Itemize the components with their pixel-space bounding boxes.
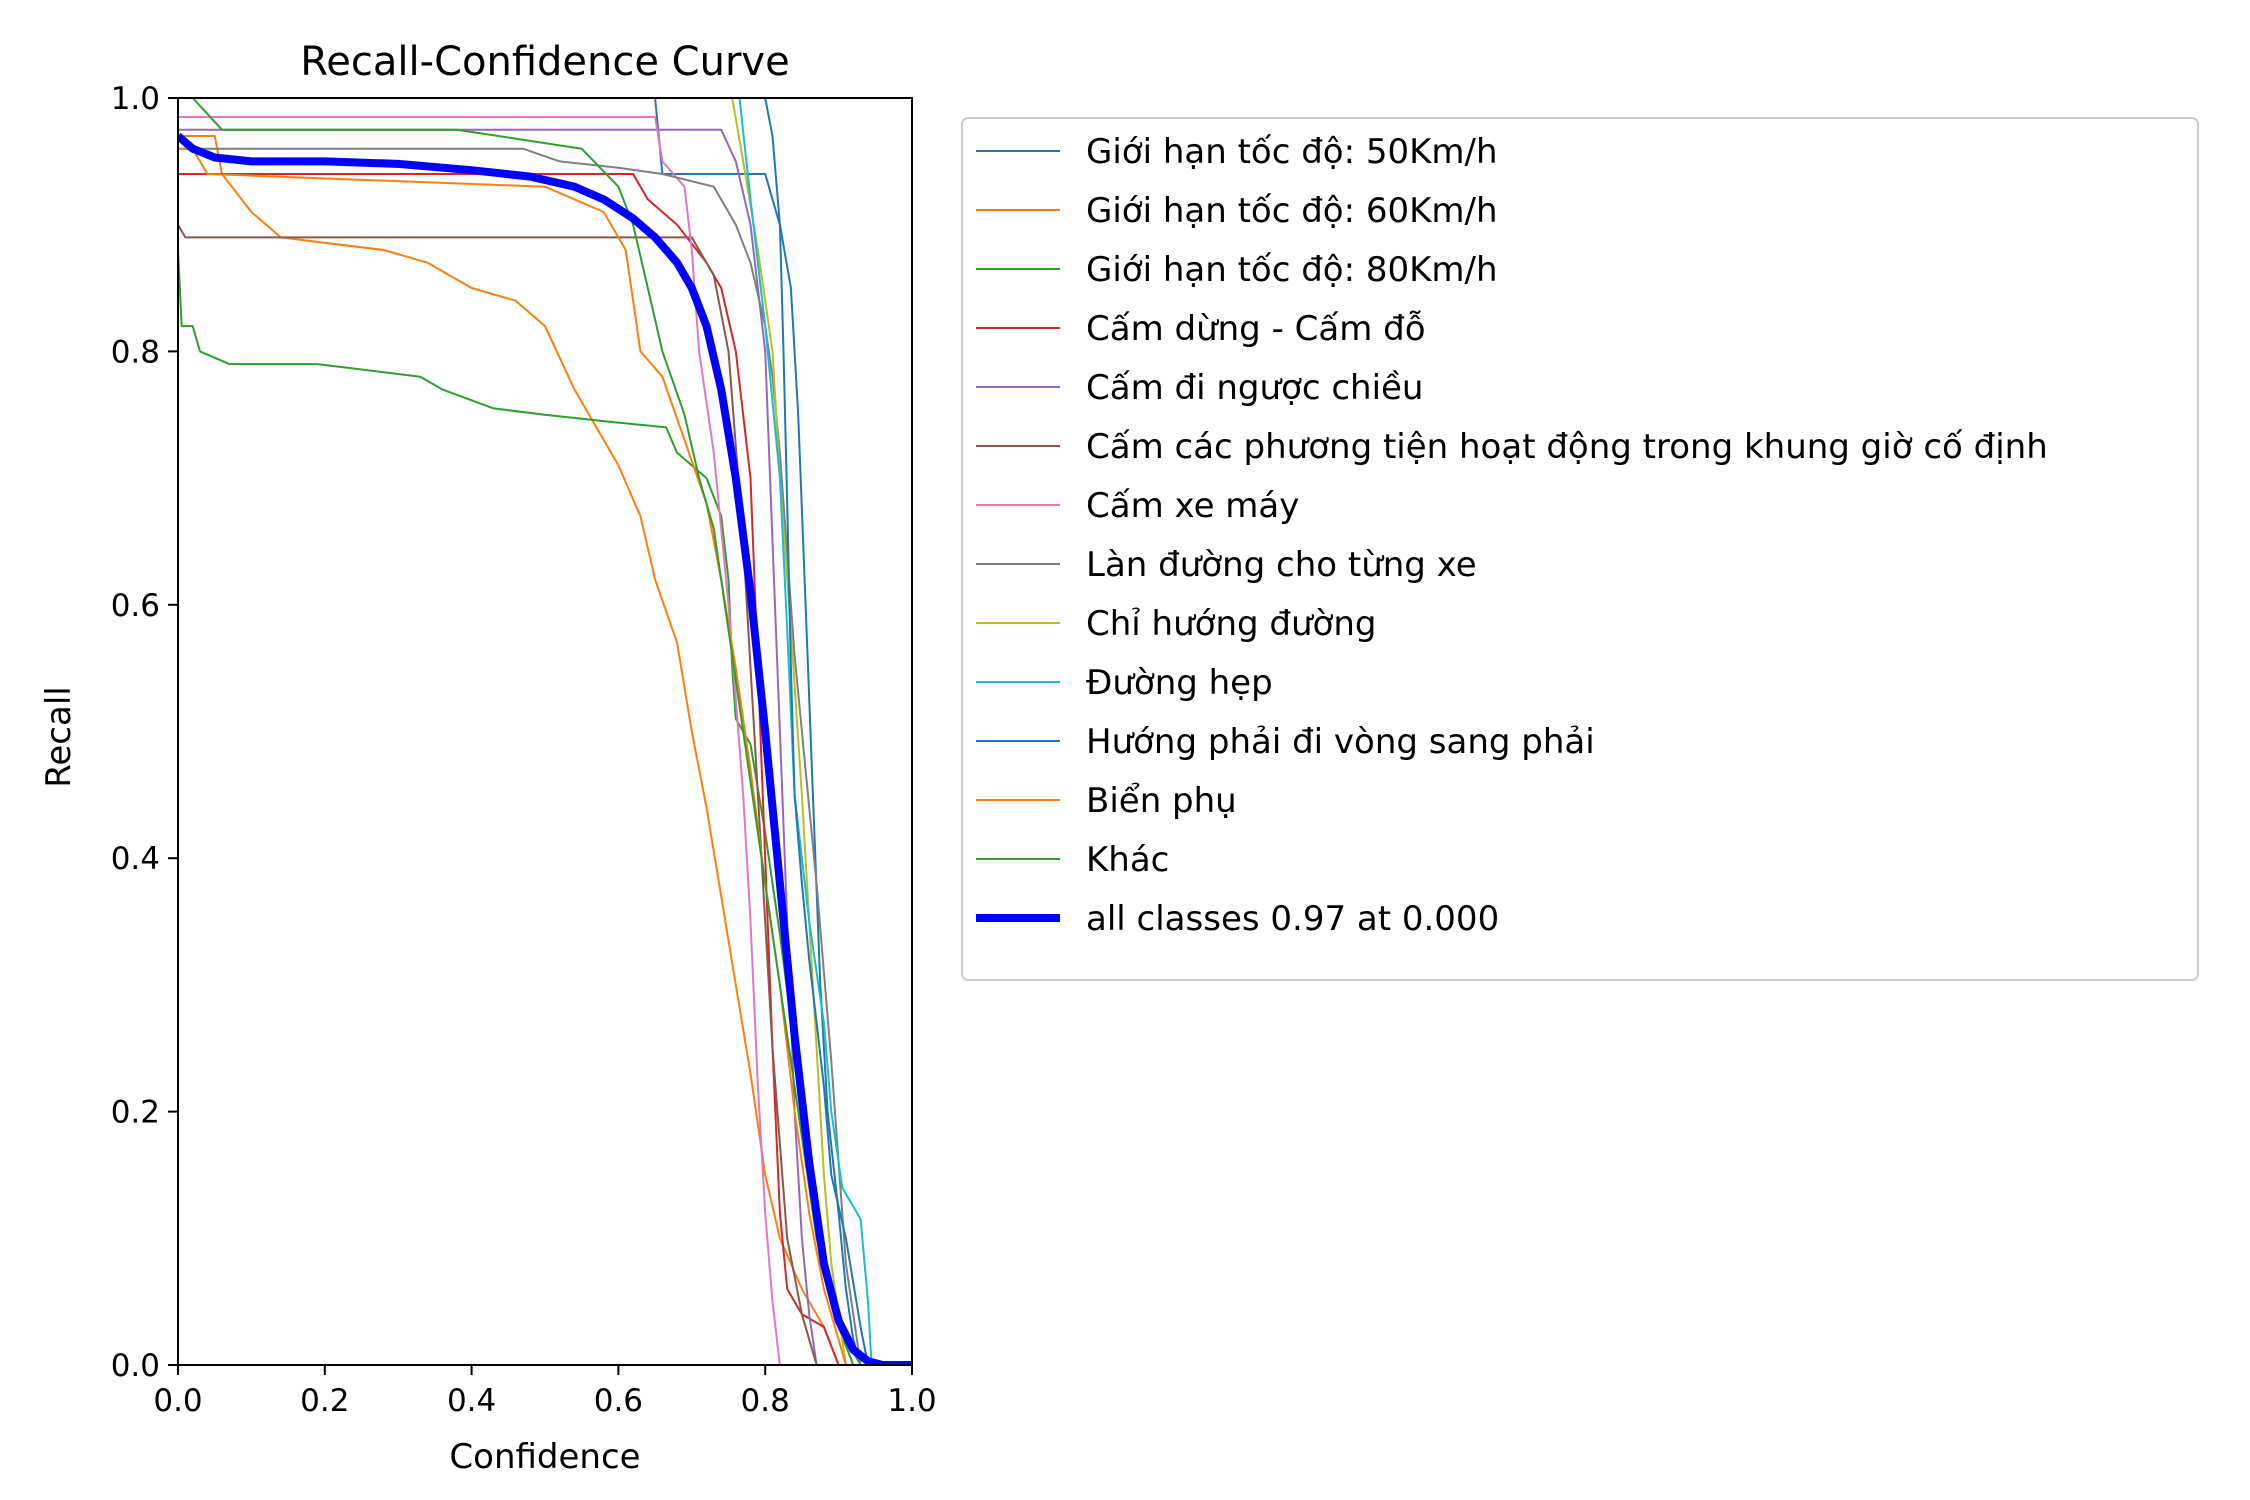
- legend-label-4: Cấm dừng - Cấm đỗ: [1086, 309, 1426, 349]
- legend-label-1: Giới hạn tốc độ: 50Km/h: [1086, 132, 1498, 172]
- series-line-11: [764, 98, 869, 1365]
- legend-label-9: Chỉ hướng đường: [1086, 604, 1376, 644]
- series-line-14: [178, 132, 912, 1365]
- chart-title: Recall-Confidence Curve: [300, 39, 789, 85]
- legend: Giới hạn tốc độ: 50Km/h Giới hạn tốc độ: …: [961, 117, 2199, 981]
- y-tick-label: 1.0: [111, 81, 160, 117]
- x-tick-label: 0.4: [447, 1383, 496, 1419]
- y-tick-label: 0.8: [111, 334, 160, 370]
- legend-label-8: Làn đường cho từng xe: [1086, 545, 1477, 585]
- x-tick-label: 0.2: [300, 1383, 349, 1419]
- legend-label-7: Cấm xe máy: [1086, 486, 1299, 526]
- y-tick-label: 0.4: [111, 841, 160, 877]
- series-line-4: [178, 173, 840, 1365]
- series-line-7: [178, 116, 781, 1365]
- legend-box: [961, 117, 2199, 981]
- legend-label-10: Đường hẹp: [1086, 663, 1273, 703]
- y-tick-label: 0.0: [111, 1348, 160, 1384]
- series-line-8: [178, 147, 862, 1365]
- legend-label-11: Hướng phải đi vòng sang phải: [1086, 722, 1595, 762]
- legend-label-12: Biển phụ: [1086, 781, 1237, 821]
- series-line-10: [738, 98, 873, 1365]
- plot-frame: [177, 97, 913, 1366]
- y-tick-label: 0.2: [111, 1095, 160, 1131]
- x-tick-label: 0.8: [741, 1383, 790, 1419]
- x-tick-label: 0.6: [594, 1383, 643, 1419]
- legend-label-5: Cấm đi ngược chiều: [1086, 368, 1423, 408]
- x-tick-label: 0.0: [153, 1383, 202, 1419]
- legend-label-13: Khác: [1086, 840, 1169, 880]
- y-tick-label: 0.6: [111, 588, 160, 624]
- series-line-5: [178, 128, 818, 1365]
- axis-ticks: 0.0 0.2 0.4 0.6 0.8 1.0 0.0 0.2 0.4 0.6 0.8 1.0: [111, 81, 937, 1419]
- series-line-9: [731, 98, 847, 1365]
- legend-label-2: Giới hạn tốc độ: 60Km/h: [1086, 191, 1498, 231]
- x-tick-label: 1.0: [887, 1383, 936, 1419]
- legend-label-6: Cấm các phương tiện hoạt động trong khun…: [1086, 427, 2048, 467]
- legend-label-3: Giới hạn tốc độ: 80Km/h: [1086, 250, 1498, 290]
- x-axis-title: Confidence: [449, 1437, 640, 1477]
- y-axis-title: Recall: [39, 686, 79, 787]
- series-layer: [178, 98, 912, 1365]
- legend-label-14: all classes 0.97 at 0.000: [1086, 899, 1499, 939]
